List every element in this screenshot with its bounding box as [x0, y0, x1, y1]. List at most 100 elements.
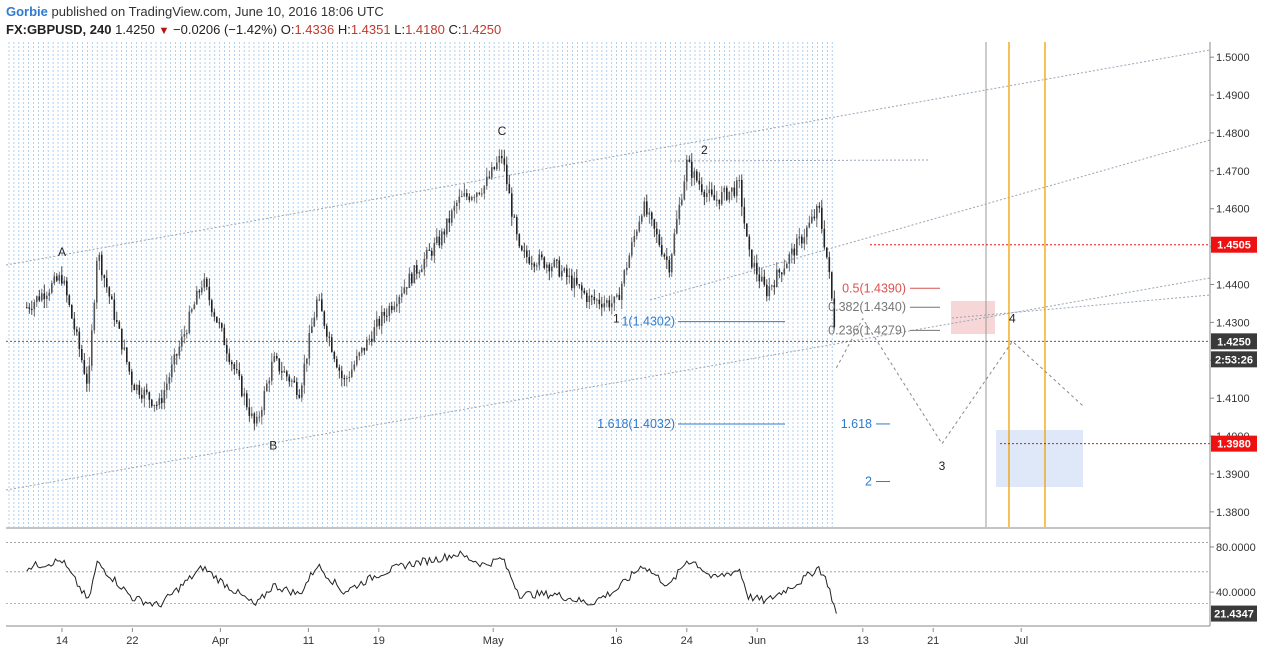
candle-body: [368, 338, 371, 340]
candle-body: [686, 159, 688, 182]
candle-body: [568, 275, 571, 278]
candle-body: [826, 247, 828, 258]
candle-body: [126, 347, 128, 363]
candle-body: [108, 287, 111, 297]
author-link[interactable]: Gorbie: [6, 4, 48, 19]
candle-body: [583, 290, 586, 294]
candle-body: [208, 286, 211, 301]
candle-body: [703, 191, 706, 197]
candle-body: [688, 159, 691, 162]
candle-body: [358, 352, 361, 357]
channel-line: [669, 159, 931, 162]
candle-body: [558, 260, 561, 277]
candle-body: [66, 280, 68, 296]
candle-body: [621, 283, 623, 300]
low-value: 1.4180: [405, 22, 445, 37]
candle-body: [551, 266, 553, 272]
candle-body: [93, 302, 96, 331]
candle-body: [653, 219, 656, 229]
candle-body: [98, 254, 101, 261]
candle-body: [788, 254, 791, 264]
candle-body: [376, 318, 378, 328]
countdown-tag-bg: [1211, 351, 1257, 368]
candle-body: [738, 179, 741, 181]
candle-body: [586, 293, 588, 303]
symbol-info: FX:GBPUSD, 240 1.4250 ▼ −0.0206 (−1.42%)…: [6, 22, 501, 37]
high-value: 1.4351: [350, 22, 391, 37]
candle-body: [38, 296, 41, 301]
wave-label: 4: [1009, 311, 1016, 325]
wave-label: 1: [613, 311, 620, 325]
candle-body: [153, 404, 156, 407]
candle-body: [26, 307, 28, 309]
time-tick-label: 13: [857, 635, 869, 647]
fib-level-label: 1.618: [841, 417, 872, 431]
candle-body: [458, 196, 461, 203]
candle-body: [431, 250, 433, 256]
fib-level-label: 1.618(1.4032): [597, 417, 675, 431]
candle-body: [598, 299, 601, 305]
low-label: L:: [394, 22, 406, 37]
candle-body: [201, 287, 203, 293]
candle-body: [528, 256, 531, 264]
time-tick-label: 14: [56, 635, 68, 647]
candle-body: [248, 407, 251, 417]
last-price-tag-bg: [1211, 333, 1257, 350]
candle-body: [111, 296, 113, 300]
candle-body: [281, 371, 283, 373]
candle-body: [543, 257, 546, 268]
candle-body: [196, 290, 198, 305]
candle-body: [218, 322, 221, 324]
close-label: C:: [448, 22, 462, 37]
down-arrow-icon: ▼: [158, 25, 170, 37]
price-change: −0.0206 (−1.42%): [173, 22, 278, 37]
candle-body: [283, 371, 286, 373]
candle-body: [571, 275, 573, 289]
candle-body: [506, 164, 508, 185]
candle-body: [636, 231, 638, 236]
candle-body: [198, 290, 201, 293]
candle-body: [478, 192, 481, 194]
candle-body: [553, 259, 556, 267]
candle-body: [151, 399, 153, 407]
candle-body: [78, 331, 81, 349]
candle-body: [723, 187, 726, 193]
candle-body: [56, 276, 58, 281]
candle-body: [311, 326, 313, 333]
symbol-name[interactable]: FX:GBPUSD, 240: [6, 22, 112, 37]
candle-body: [651, 212, 653, 220]
candle-body: [81, 348, 83, 361]
candle-body: [746, 223, 748, 237]
candle-body: [626, 267, 628, 271]
channel-line: [649, 139, 1211, 301]
target-zone: [996, 430, 1083, 487]
candle-body: [488, 176, 491, 178]
candle-body: [146, 389, 148, 393]
candle-body: [601, 304, 603, 308]
candle-body: [476, 192, 478, 197]
candle-body: [308, 332, 311, 359]
candle-body: [166, 383, 168, 391]
candle-body: [811, 216, 813, 223]
rsi-tick-label: 80.0000: [1216, 542, 1256, 554]
candle-body: [383, 311, 386, 316]
candle-body: [141, 394, 143, 399]
rsi-value-tag: 21.4347: [1214, 609, 1254, 621]
candle-body: [118, 321, 121, 329]
candle-body: [361, 347, 363, 353]
candle-body: [73, 318, 76, 330]
candle-body: [86, 373, 88, 384]
candle-body: [36, 296, 38, 303]
candle-body: [116, 320, 118, 322]
candle-body: [113, 299, 116, 321]
candle-body: [403, 287, 406, 294]
candle-body: [356, 356, 358, 365]
candle-body: [161, 398, 163, 403]
candle-body: [68, 295, 71, 305]
open-label: O:: [280, 22, 295, 37]
candle-body: [133, 384, 136, 391]
candle-body: [603, 303, 606, 308]
price-tick-label: 1.4300: [1216, 317, 1250, 329]
candle-body: [781, 272, 783, 275]
